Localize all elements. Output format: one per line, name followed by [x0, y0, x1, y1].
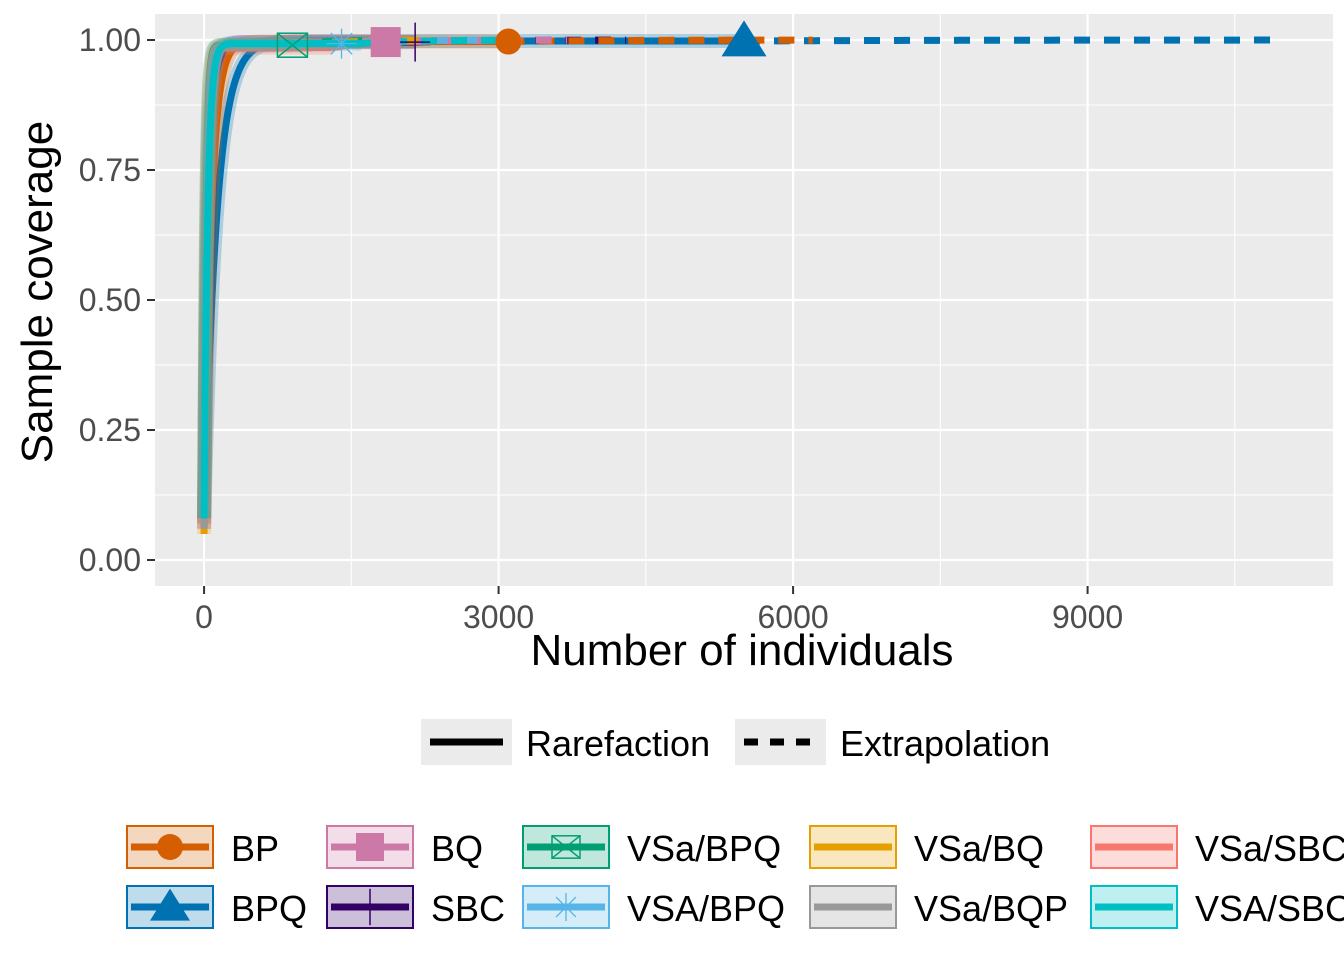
y-tick-label: 1.00 — [79, 22, 141, 58]
series-legend-item-vsa-bqp: VSa/BQP — [809, 885, 1068, 929]
series-legend: BP BQ VSa/BPQ VSa/BQ VSa/SBC BPQ SBC VSA/BPQ VSa… — [126, 825, 1344, 929]
series-marker-bq — [370, 27, 401, 58]
series-legend-item-vsa-sbc: VSA/SBC — [1090, 885, 1344, 929]
series-marker-vsa-bpq — [326, 28, 357, 59]
method-legend-item-extrapolation: Extrapolation — [735, 719, 1050, 765]
y-axis: 0.00 0.25 0.50 0.75 1.00 — [79, 22, 155, 578]
series-marker-vsa-bpq — [276, 32, 309, 58]
series-line-vsa-sbc-extrapolation — [360, 36, 519, 48]
x-tick-label: 6000 — [757, 599, 828, 635]
series-legend-label: VSA/SBC — [1195, 888, 1344, 929]
series-legend-marker — [552, 893, 580, 921]
series-line-vsa-sbc-rarefaction — [200, 40, 363, 519]
series-legend-marker — [356, 888, 384, 926]
method-legend-label: Extrapolation — [840, 723, 1050, 764]
y-tick-label: 0.25 — [79, 412, 141, 448]
x-tick-label: 3000 — [463, 599, 534, 635]
series-legend-item-bpq: BPQ — [126, 885, 307, 929]
x-tick-label: 9000 — [1052, 599, 1123, 635]
series-line-bp-extrapolation — [508, 36, 813, 46]
series-legend-label: VSA/BPQ — [627, 888, 785, 929]
x-tick-label: 0 — [195, 599, 213, 635]
series-legend-marker — [157, 834, 183, 860]
x-axis: 0 3000 6000 9000 — [195, 586, 1123, 635]
series-legend-label: VSa/SBC — [1195, 828, 1344, 869]
series-legend-label: VSa/BPQ — [627, 828, 781, 869]
series-legend-item-vsa-bpq: VSa/BPQ — [522, 825, 781, 869]
series-legend-item-sbc: SBC — [326, 885, 505, 929]
series-markers — [276, 20, 767, 62]
series-legend-label: BPQ — [231, 888, 307, 929]
y-tick-label: 0.75 — [79, 152, 141, 188]
series-legend-label: BQ — [431, 828, 483, 869]
method-legend-item-rarefaction: Rarefaction — [421, 719, 710, 765]
series-legend-marker — [150, 888, 190, 921]
grid-major — [155, 14, 1333, 586]
method-legend-label: Rarefaction — [526, 723, 710, 764]
series-legend-item-vsa-sbc: VSa/SBC — [1090, 825, 1344, 869]
series-legend-item-vsa-bpq: VSA/BPQ — [522, 885, 785, 929]
series-marker-bp — [495, 28, 522, 55]
y-axis-title: Sample coverage — [13, 121, 62, 463]
series-legend-marker — [356, 833, 384, 861]
series-legend-item-vsa-bq: VSa/BQ — [809, 825, 1044, 869]
series-legend-label: BP — [231, 828, 279, 869]
series-legend-label: VSa/BQ — [914, 828, 1044, 869]
method-legend: Rarefaction Extrapolation — [421, 719, 1050, 765]
y-tick-label: 0.00 — [79, 542, 141, 578]
series-legend-item-bp: BP — [126, 825, 279, 869]
series-legend-item-bq: BQ — [326, 825, 483, 869]
series-legend-label: SBC — [431, 888, 505, 929]
series-marker-sbc — [400, 22, 431, 62]
series-marker-bpq — [721, 20, 767, 57]
x-axis-title: Number of individuals — [530, 626, 953, 675]
y-tick-label: 0.50 — [79, 282, 141, 318]
series-legend-marker — [551, 835, 581, 859]
series-legend-label: VSa/BQP — [914, 888, 1068, 929]
